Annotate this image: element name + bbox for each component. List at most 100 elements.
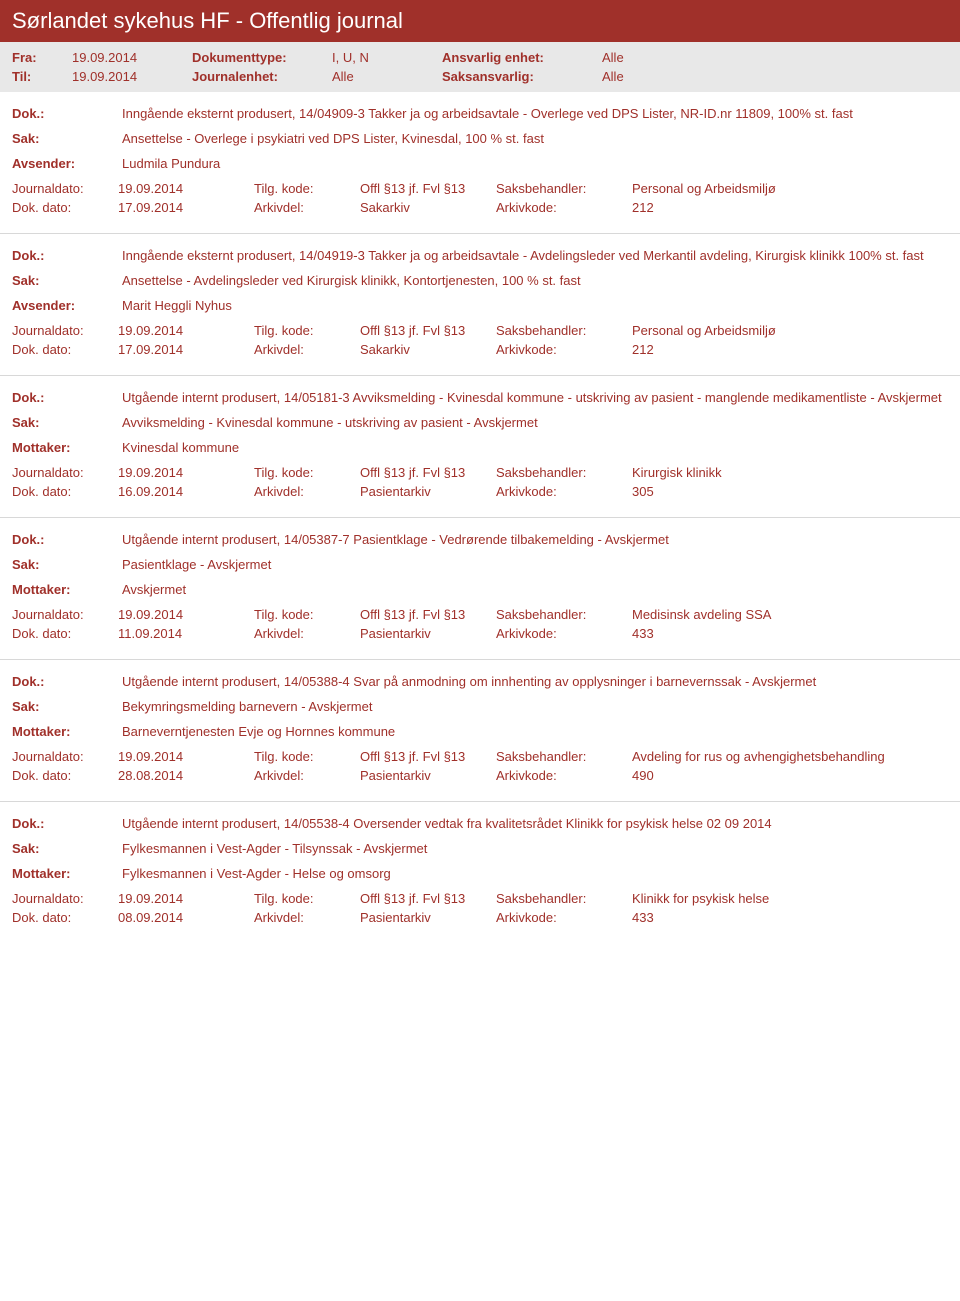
arkivkode-value: 212 (632, 200, 948, 215)
tilgkode-value: Offl §13 jf. Fvl §13 (360, 891, 490, 906)
sak-value: Ansettelse - Overlege i psykiatri ved DP… (122, 131, 948, 146)
dokdato-label: Dok. dato: (12, 626, 112, 641)
fra-label: Fra: (12, 50, 72, 65)
party-value: Fylkesmannen i Vest-Agder - Helse og oms… (122, 866, 948, 881)
party-label: Mottaker: (12, 724, 112, 739)
tilgkode-label: Tilg. kode: (254, 749, 354, 764)
saksbehandler-value: Personal og Arbeidsmiljø (632, 323, 948, 338)
dok-value: Utgående internt produsert, 14/05538-4 O… (122, 816, 948, 831)
arkivdel-value: Pasientarkiv (360, 910, 490, 925)
sak-label: Sak: (12, 841, 112, 856)
dokdato-value: 08.09.2014 (118, 910, 248, 925)
sak-label: Sak: (12, 415, 112, 430)
party-label: Mottaker: (12, 440, 112, 455)
journal-entry: Dok.: Utgående internt produsert, 14/053… (0, 660, 960, 802)
arkivdel-label: Arkivdel: (254, 342, 354, 357)
ansvarlig-value: Alle (602, 50, 948, 65)
arkivdel-value: Sakarkiv (360, 200, 490, 215)
saksbehandler-label: Saksbehandler: (496, 749, 626, 764)
arkivkode-label: Arkivkode: (496, 484, 626, 499)
dokdato-value: 17.09.2014 (118, 342, 248, 357)
dokdato-label: Dok. dato: (12, 342, 112, 357)
journaldato-label: Journaldato: (12, 749, 112, 764)
dok-label: Dok.: (12, 674, 112, 689)
filter-bar: Fra: 19.09.2014 Dokumenttype: I, U, N An… (0, 42, 960, 92)
saksansvarlig-label: Saksansvarlig: (442, 69, 602, 84)
dokdato-value: 17.09.2014 (118, 200, 248, 215)
arkivkode-value: 305 (632, 484, 948, 499)
sak-label: Sak: (12, 273, 112, 288)
journaldato-value: 19.09.2014 (118, 181, 248, 196)
arkivkode-label: Arkivkode: (496, 910, 626, 925)
arkivdel-label: Arkivdel: (254, 484, 354, 499)
sak-label: Sak: (12, 131, 112, 146)
saksbehandler-label: Saksbehandler: (496, 891, 626, 906)
dokdato-value: 11.09.2014 (118, 626, 248, 641)
journaldato-label: Journaldato: (12, 181, 112, 196)
saksansvarlig-value: Alle (602, 69, 948, 84)
arkivkode-label: Arkivkode: (496, 768, 626, 783)
dokdato-value: 16.09.2014 (118, 484, 248, 499)
dokumenttype-label: Dokumenttype: (192, 50, 332, 65)
journal-entry: Dok.: Inngående eksternt produsert, 14/0… (0, 234, 960, 376)
til-value: 19.09.2014 (72, 69, 192, 84)
tilgkode-value: Offl §13 jf. Fvl §13 (360, 181, 490, 196)
arkivkode-label: Arkivkode: (496, 200, 626, 215)
sak-label: Sak: (12, 699, 112, 714)
party-label: Avsender: (12, 156, 112, 171)
arkivkode-value: 433 (632, 626, 948, 641)
ansvarlig-label: Ansvarlig enhet: (442, 50, 602, 65)
party-value: Kvinesdal kommune (122, 440, 948, 455)
party-value: Avskjermet (122, 582, 948, 597)
party-value: Marit Heggli Nyhus (122, 298, 948, 313)
journal-entry: Dok.: Utgående internt produsert, 14/055… (0, 802, 960, 943)
dok-label: Dok.: (12, 532, 112, 547)
tilgkode-value: Offl §13 jf. Fvl §13 (360, 323, 490, 338)
arkivdel-label: Arkivdel: (254, 626, 354, 641)
tilgkode-label: Tilg. kode: (254, 181, 354, 196)
sak-value: Bekymringsmelding barnevern - Avskjermet (122, 699, 948, 714)
arkivdel-label: Arkivdel: (254, 768, 354, 783)
saksbehandler-value: Klinikk for psykisk helse (632, 891, 948, 906)
dok-label: Dok.: (12, 816, 112, 831)
dokumenttype-value: I, U, N (332, 50, 442, 65)
tilgkode-label: Tilg. kode: (254, 465, 354, 480)
dok-label: Dok.: (12, 106, 112, 121)
journalenhet-label: Journalenhet: (192, 69, 332, 84)
journaldato-label: Journaldato: (12, 323, 112, 338)
arkivkode-value: 490 (632, 768, 948, 783)
page-title: Sørlandet sykehus HF - Offentlig journal (0, 0, 960, 42)
arkivkode-label: Arkivkode: (496, 342, 626, 357)
party-label: Mottaker: (12, 582, 112, 597)
journal-entry: Dok.: Utgående internt produsert, 14/051… (0, 376, 960, 518)
sak-value: Pasientklage - Avskjermet (122, 557, 948, 572)
saksbehandler-label: Saksbehandler: (496, 181, 626, 196)
party-label: Mottaker: (12, 866, 112, 881)
journaldato-value: 19.09.2014 (118, 323, 248, 338)
party-label: Avsender: (12, 298, 112, 313)
sak-value: Fylkesmannen i Vest-Agder - Tilsynssak -… (122, 841, 948, 856)
saksbehandler-value: Kirurgisk klinikk (632, 465, 948, 480)
tilgkode-value: Offl §13 jf. Fvl §13 (360, 465, 490, 480)
saksbehandler-value: Personal og Arbeidsmiljø (632, 181, 948, 196)
journal-entry: Dok.: Inngående eksternt produsert, 14/0… (0, 92, 960, 234)
dok-label: Dok.: (12, 248, 112, 263)
journaldato-value: 19.09.2014 (118, 465, 248, 480)
arkivkode-value: 433 (632, 910, 948, 925)
dok-value: Utgående internt produsert, 14/05181-3 A… (122, 390, 948, 405)
dokdato-value: 28.08.2014 (118, 768, 248, 783)
sak-value: Ansettelse - Avdelingsleder ved Kirurgis… (122, 273, 948, 288)
arkivdel-label: Arkivdel: (254, 200, 354, 215)
entries-list: Dok.: Inngående eksternt produsert, 14/0… (0, 92, 960, 943)
sak-value: Avviksmelding - Kvinesdal kommune - utsk… (122, 415, 948, 430)
journaldato-value: 19.09.2014 (118, 749, 248, 764)
saksbehandler-value: Avdeling for rus og avhengighetsbehandli… (632, 749, 948, 764)
dok-label: Dok.: (12, 390, 112, 405)
dok-value: Inngående eksternt produsert, 14/04919-3… (122, 248, 948, 263)
journaldato-label: Journaldato: (12, 607, 112, 622)
tilgkode-value: Offl §13 jf. Fvl §13 (360, 607, 490, 622)
dokdato-label: Dok. dato: (12, 200, 112, 215)
arkivkode-value: 212 (632, 342, 948, 357)
dokdato-label: Dok. dato: (12, 768, 112, 783)
arkivdel-value: Pasientarkiv (360, 484, 490, 499)
